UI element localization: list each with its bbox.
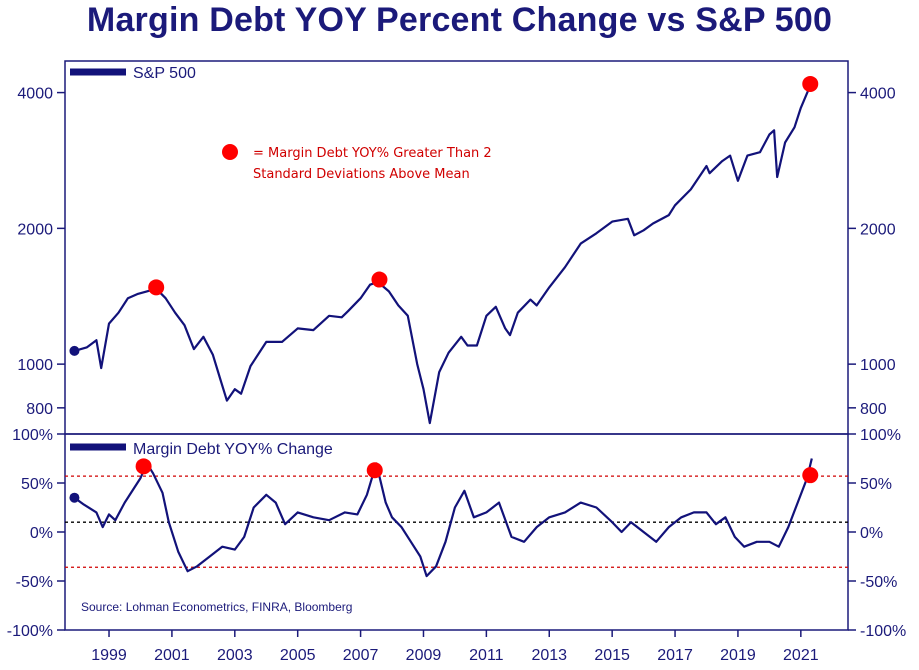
sp500-highlight-point [148, 279, 165, 296]
margin-debt-left-tick-label: 100% [12, 427, 53, 444]
margin-debt-axis-ticks: -100% -100% -50% -50% 0% 0% 50% 50% 100% 100% [7, 427, 907, 640]
sp500-right-tick-label: 800 [860, 401, 887, 418]
margin-debt-highlight-point [135, 458, 152, 475]
margin-debt-right-tick-label: -100% [860, 623, 906, 640]
margin-debt-start-point [69, 492, 80, 503]
reference-lines [65, 475, 848, 568]
sp500-left-tick-label: 800 [26, 401, 53, 418]
sp500-left-tick-label: 1000 [17, 357, 53, 374]
margin-debt-right-tick-label: 100% [860, 427, 901, 444]
x-axis-tick-label: 2011 [469, 647, 504, 664]
sp500-right-tick-label: 4000 [860, 86, 896, 103]
x-axis-tick-label: 1999 [91, 647, 127, 664]
sp500-right-tick-label: 1000 [860, 357, 896, 374]
margin-debt-left-tick-label: -50% [16, 574, 53, 591]
sp500-highlight-point [802, 75, 819, 92]
annotation-marker [222, 144, 238, 160]
x-axis-tick-label: 2003 [217, 647, 253, 664]
sp500-panel: 800 800 1000 1000 2000 2000 4000 4000 S&P 500 =… [17, 60, 896, 435]
margin-debt-left-tick-label: 50% [21, 476, 53, 493]
sp500-start-point [69, 345, 80, 356]
margin-debt-right-tick-label: 50% [860, 476, 892, 493]
margin-debt-right-tick-label: 0% [860, 525, 883, 542]
sp500-highlight-point [371, 271, 388, 288]
sp500-highlight-markers [148, 75, 819, 296]
x-axis-tick-label: 2015 [594, 647, 630, 664]
sp500-right-tick-label: 2000 [860, 221, 896, 238]
margin-debt-highlight-point [802, 467, 819, 484]
x-axis-tick-label: 2017 [657, 647, 693, 664]
x-axis-tick-label: 2021 [783, 647, 819, 664]
sp500-line [74, 84, 812, 425]
margin-debt-legend-label: Margin Debt YOY% Change [133, 441, 333, 458]
chart-title: Margin Debt YOY Percent Change vs S&P 50… [86, 1, 833, 39]
sp500-left-tick-label: 2000 [17, 221, 53, 238]
sp500-panel-frame [64, 60, 849, 435]
source-note: Source: Lohman Econometrics, FINRA, Bloo… [81, 600, 352, 614]
x-axis-tick-label: 2001 [154, 647, 190, 664]
x-axis-tick-label: 2013 [531, 647, 567, 664]
sp500-left-tick-label: 4000 [17, 86, 53, 103]
sp500-axis-ticks: 800 800 1000 1000 2000 2000 4000 4000 [17, 86, 895, 418]
margin-debt-line [73, 458, 813, 578]
x-axis-tick-label: 2007 [343, 647, 379, 664]
margin-debt-panel: -100% -100% -50% -50% 0% 0% 50% 50% 100% 100% Mar… [7, 427, 907, 640]
margin-debt-highlight-markers [135, 458, 819, 484]
x-axis-tick-label: 2005 [280, 647, 316, 664]
annotation-line-1: = Margin Debt YOY% Greater Than 2 [253, 146, 492, 161]
x-axis-tick-label: 2019 [720, 647, 756, 664]
margin-debt-highlight-point [366, 462, 383, 479]
x-axis-tick-label: 2009 [406, 647, 442, 664]
annotation-line-2: Standard Deviations Above Mean [253, 167, 470, 182]
x-axis: 1999 2001 2003 2005 2007 2009 2011 2013 2015 2017… [91, 630, 819, 664]
margin-debt-left-tick-label: 0% [30, 525, 53, 542]
margin-debt-right-tick-label: -50% [860, 574, 897, 591]
sp500-legend-label: S&P 500 [133, 65, 196, 82]
margin-debt-left-tick-label: -100% [7, 623, 53, 640]
